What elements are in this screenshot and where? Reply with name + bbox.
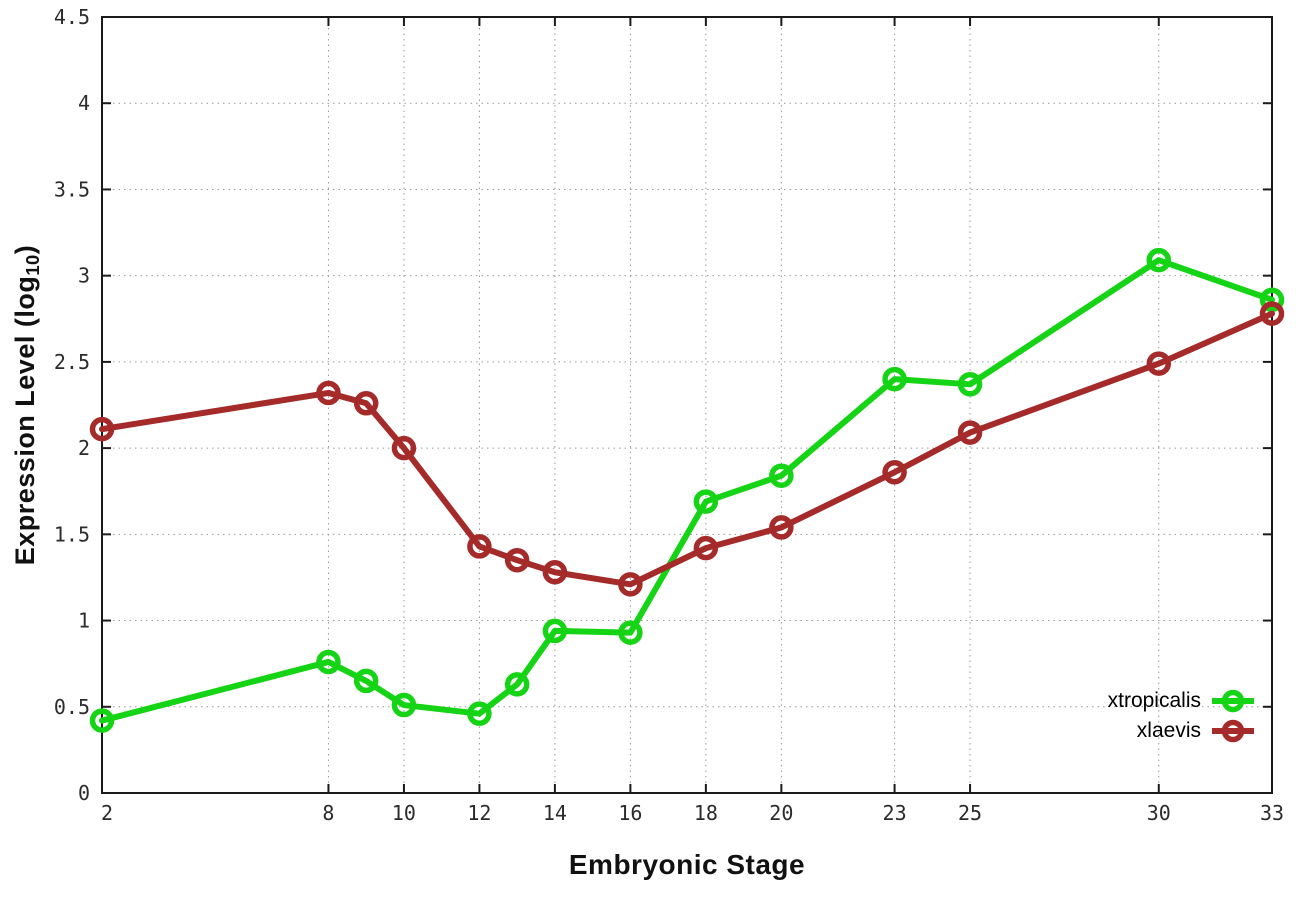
legend-marker-xtropicalis: [1212, 689, 1254, 713]
legend-row-xlaevis: xlaevis: [1108, 716, 1256, 746]
data-point-xtropicalis: [316, 649, 341, 675]
x-tick-label: 16: [618, 801, 642, 825]
data-point-xtropicalis: [89, 708, 115, 733]
data-point-xlaevis: [89, 416, 115, 442]
x-tick-label: 8: [322, 801, 334, 825]
data-point-xtropicalis: [353, 668, 379, 694]
x-tick-label: 18: [694, 801, 718, 825]
data-point-xlaevis: [882, 460, 907, 485]
data-point-xlaevis: [316, 380, 341, 406]
y-tick-label: 3.5: [54, 177, 90, 201]
data-point-xtropicalis: [1259, 287, 1285, 313]
x-tick-label: 10: [392, 801, 416, 825]
data-point-xtropicalis: [467, 701, 492, 726]
data-point-xlaevis: [504, 547, 530, 573]
data-point-xlaevis: [1146, 351, 1172, 376]
y-tick-label: 4: [78, 91, 90, 115]
x-axis-title: Embryonic Stage: [568, 849, 806, 880]
data-point-xtropicalis: [882, 366, 907, 392]
data-point-xtropicalis: [542, 618, 568, 644]
y-tick-label: 3: [78, 264, 90, 288]
data-point-xtropicalis: [1146, 247, 1172, 273]
y-axis-title: Expression Level (log10): [10, 245, 44, 566]
y-tick-label: 1: [78, 609, 90, 633]
x-tick-label: 20: [769, 801, 793, 825]
data-point-xlaevis: [391, 435, 417, 461]
x-tick-label: 33: [1260, 801, 1284, 825]
legend-marker-xlaevis: [1212, 719, 1254, 743]
y-axis-title-suffix: ): [10, 244, 41, 255]
series-line-xtropicalis: [99, 257, 1275, 724]
legend-label-xlaevis: xlaevis: [1136, 719, 1201, 742]
data-point-xtropicalis: [957, 372, 983, 397]
y-tick-label: 1.5: [54, 522, 90, 546]
y-tick-label: 2: [78, 436, 90, 460]
legend: xtropicalis xlaevis: [1108, 686, 1256, 746]
series-line-xlaevis: [99, 310, 1275, 588]
data-point-xtropicalis: [504, 672, 530, 697]
x-tick-label: 2: [101, 801, 113, 825]
y-tick-label: 2.5: [54, 350, 90, 374]
x-tick-label: 12: [467, 801, 491, 825]
data-point-xlaevis: [467, 534, 492, 559]
data-point-xlaevis: [769, 515, 794, 540]
plot-border: [101, 16, 1273, 794]
x-tick-label: 23: [883, 801, 907, 825]
data-point-xlaevis: [618, 572, 643, 597]
data-point-xtropicalis: [618, 620, 643, 645]
legend-label-xtropicalis: xtropicalis: [1107, 689, 1201, 712]
data-point-xlaevis: [353, 391, 379, 416]
y-axis-title-subscript: 10: [21, 254, 43, 276]
legend-row-xtropicalis: xtropicalis: [1108, 686, 1256, 716]
data-point-xlaevis: [693, 535, 719, 561]
data-point-xtropicalis: [391, 692, 417, 718]
data-point-xtropicalis: [769, 463, 794, 488]
data-point-xtropicalis: [693, 489, 719, 514]
y-tick-label: 0.5: [54, 695, 90, 719]
x-tick-label: 14: [543, 801, 567, 825]
y-tick-label: 0: [78, 781, 90, 805]
data-point-xlaevis: [957, 420, 983, 445]
y-axis-title-text: Expression Level (log: [10, 275, 41, 566]
x-tick-label: 30: [1147, 801, 1171, 825]
data-point-xlaevis: [1259, 301, 1285, 326]
y-tick-label: 4.5: [54, 5, 90, 29]
x-tick-label: 25: [958, 801, 982, 825]
data-point-xlaevis: [542, 560, 568, 585]
